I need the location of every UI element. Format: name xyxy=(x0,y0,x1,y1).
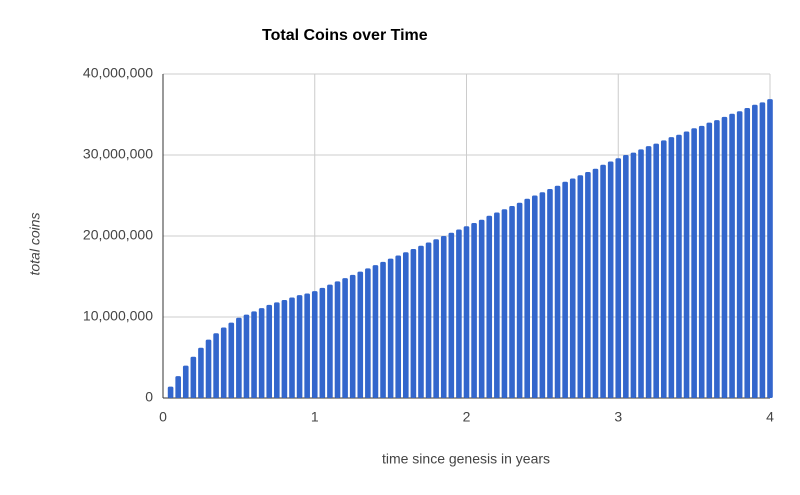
bar xyxy=(365,268,371,398)
bar xyxy=(433,239,439,398)
bar xyxy=(228,322,235,398)
bar xyxy=(304,293,310,398)
bar xyxy=(600,164,606,398)
bar xyxy=(334,281,341,398)
bar xyxy=(615,158,622,398)
x-tick-label: 4 xyxy=(766,409,774,425)
bar xyxy=(448,232,455,398)
bar xyxy=(668,137,675,398)
bar xyxy=(258,308,265,398)
bar xyxy=(395,255,402,398)
bar xyxy=(182,365,189,398)
bar xyxy=(645,146,652,398)
bar xyxy=(205,339,212,398)
bar xyxy=(463,226,470,398)
x-tick-label: 0 xyxy=(159,409,167,425)
bar xyxy=(486,215,493,398)
bar xyxy=(266,304,273,398)
bar xyxy=(175,376,181,398)
bar xyxy=(243,314,250,398)
bar xyxy=(342,278,348,398)
bar xyxy=(638,149,644,398)
bar xyxy=(456,229,462,398)
bar xyxy=(471,223,477,398)
bar xyxy=(767,99,773,399)
bar xyxy=(220,327,227,398)
bar xyxy=(577,175,584,398)
bar xyxy=(683,131,690,398)
bar xyxy=(167,386,174,398)
bar xyxy=(319,287,326,398)
bar xyxy=(289,297,295,398)
bar xyxy=(380,261,386,398)
bar xyxy=(562,181,568,398)
bar xyxy=(721,116,728,399)
bar xyxy=(653,143,659,398)
bar xyxy=(554,185,561,398)
bar xyxy=(698,125,705,398)
bar xyxy=(524,198,530,398)
y-tick-label: 40,000,000 xyxy=(83,65,153,81)
bar xyxy=(585,172,591,398)
bar xyxy=(410,248,417,398)
bar xyxy=(547,189,553,398)
bar xyxy=(516,202,523,398)
bar xyxy=(357,271,364,398)
y-tick-label: 10,000,000 xyxy=(83,308,153,324)
bar xyxy=(251,311,257,398)
bar xyxy=(569,178,576,398)
bar xyxy=(372,265,379,398)
y-tick-label: 0 xyxy=(145,389,153,405)
bar xyxy=(539,192,546,398)
bar xyxy=(752,104,758,398)
x-axis-title: time since genesis in years xyxy=(382,451,550,467)
bar xyxy=(190,356,197,398)
bar xyxy=(198,347,204,398)
bar xyxy=(403,252,409,398)
bar xyxy=(660,140,667,399)
bar xyxy=(623,155,629,398)
x-tick-label: 1 xyxy=(311,409,319,425)
bar xyxy=(213,333,219,398)
bar xyxy=(531,195,538,398)
bar xyxy=(501,209,508,398)
bar xyxy=(509,206,515,398)
bar xyxy=(281,299,288,398)
bar xyxy=(729,113,735,398)
y-axis-title: total coins xyxy=(27,212,43,275)
bar xyxy=(425,242,432,398)
bar xyxy=(706,122,713,398)
bar xyxy=(274,302,280,398)
bar xyxy=(387,258,394,398)
bar xyxy=(607,161,614,398)
x-tick-label: 2 xyxy=(463,409,471,425)
bar xyxy=(736,111,743,398)
bar xyxy=(296,295,303,398)
bar xyxy=(327,284,333,398)
bar xyxy=(236,317,242,398)
bar xyxy=(494,212,500,398)
bar xyxy=(418,245,424,398)
bar xyxy=(440,236,447,398)
bar xyxy=(759,102,766,398)
y-tick-label: 30,000,000 xyxy=(83,146,153,162)
y-tick-label: 20,000,000 xyxy=(83,227,153,243)
bar xyxy=(714,120,720,399)
bar xyxy=(311,291,318,398)
bar xyxy=(691,128,697,398)
bar xyxy=(592,168,599,398)
bar xyxy=(676,134,682,398)
bar xyxy=(478,219,485,398)
bar xyxy=(349,274,356,398)
bar xyxy=(744,108,751,399)
bar xyxy=(630,152,637,398)
chart-title: Total Coins over Time xyxy=(262,27,428,44)
x-tick-label: 3 xyxy=(614,409,622,425)
